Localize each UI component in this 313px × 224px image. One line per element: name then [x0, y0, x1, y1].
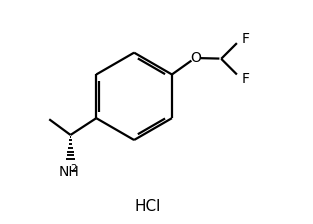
Text: NH: NH — [58, 165, 79, 179]
Text: O: O — [190, 51, 201, 65]
Text: F: F — [241, 72, 249, 86]
Text: HCl: HCl — [134, 199, 161, 213]
Text: 2: 2 — [70, 164, 76, 174]
Text: F: F — [241, 32, 249, 46]
